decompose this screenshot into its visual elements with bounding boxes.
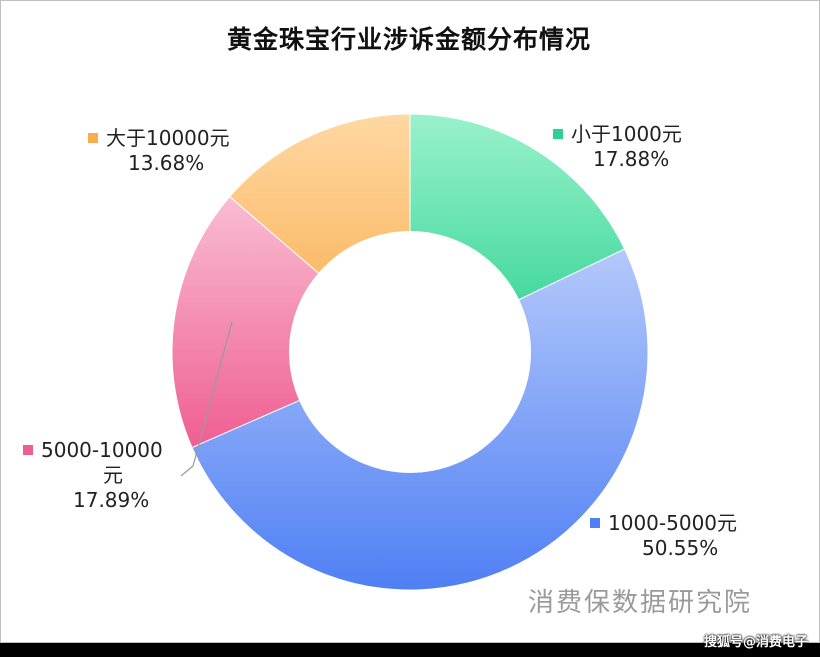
slice-pct-label: 13.68%	[128, 151, 205, 175]
legend-swatch-orange	[88, 133, 98, 143]
slice-pct-label: 17.89%	[73, 488, 150, 512]
slice-label-text: 1000-5000元	[608, 511, 738, 535]
watermark: 消费保数据研究院	[528, 588, 753, 618]
slice-pct-label: 17.88%	[593, 147, 670, 171]
legend-swatch-green	[553, 129, 563, 139]
legend-swatch-pink	[23, 445, 33, 455]
slice-5000-10000	[171, 195, 411, 449]
slice-label-text-line1: 5000-10000	[41, 438, 163, 462]
chart-title: 黄金珠宝行业涉诉金额分布情况	[226, 25, 591, 54]
slice-label-text: 大于10000元	[106, 126, 230, 150]
slice-pct-label: 50.55%	[642, 536, 719, 560]
source-credit: 搜狐号@消费电子	[703, 635, 808, 650]
leader-line	[180, 321, 233, 477]
slice-label-1000-5000: 1000-5000元 50.55%	[590, 511, 737, 561]
donut-hole	[289, 231, 531, 473]
slice-label-text: 小于1000元	[571, 122, 682, 146]
slice-label-5000-10000: 5000-10000 元 17.89%	[23, 438, 163, 513]
legend-swatch-blue	[590, 518, 600, 528]
bottom-bar	[0, 643, 820, 657]
slice-label-over-10000: 大于10000元 13.68%	[88, 126, 230, 176]
slice-label-text-line2: 元	[103, 463, 123, 487]
slice-label-under-1000: 小于1000元 17.88%	[553, 122, 682, 172]
